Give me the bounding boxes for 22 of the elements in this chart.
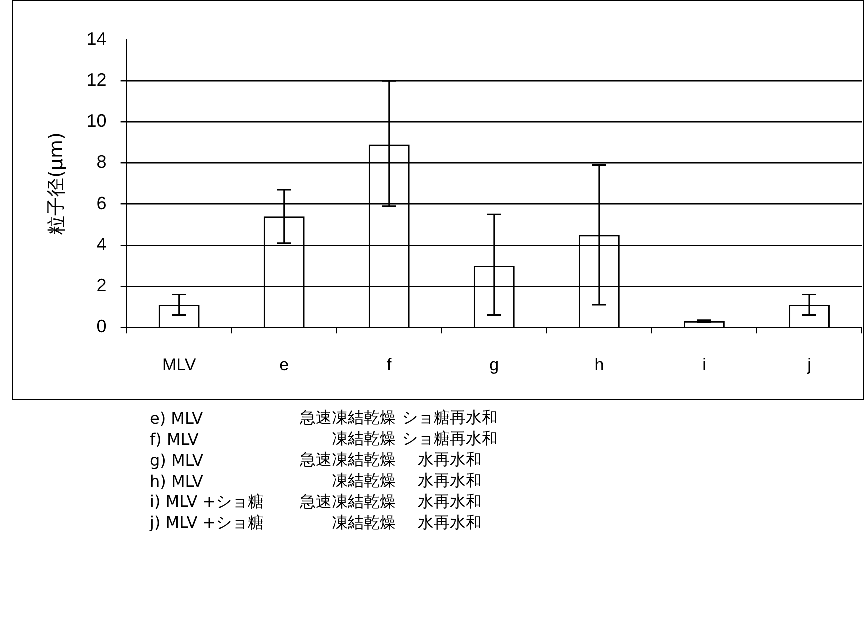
- text: j) MLV +ショ糖 凍結乾燥 水再水和: [150, 513, 482, 532]
- y-tick-label: 10: [86, 111, 107, 132]
- y-tick-label: 14: [86, 28, 107, 49]
- y-axis-title: 粒子径(μm): [45, 132, 68, 236]
- y-tick-label: 12: [86, 70, 107, 90]
- text: f) MLV 凍結乾燥 ショ糖再水和: [150, 429, 498, 449]
- x-tick-label: g: [490, 355, 500, 374]
- text: e) MLV 急速凍結乾燥 ショ糖再水和: [150, 408, 498, 428]
- text: h) MLV 凍結乾燥 水再水和: [150, 471, 482, 491]
- y-tick-label: 8: [96, 152, 107, 172]
- y-tick-label: 6: [96, 193, 107, 214]
- x-tick-label: i: [702, 355, 706, 374]
- x-tick-label: j: [806, 355, 812, 374]
- x-tick-label: e: [280, 355, 290, 374]
- text: i) MLV +ショ糖 急速凍結乾燥 水再水和: [150, 492, 482, 511]
- x-tick-label: MLV: [162, 355, 197, 374]
- x-tick-label: h: [594, 355, 604, 374]
- y-tick-label: 0: [96, 316, 107, 337]
- y-tick-label: 4: [96, 234, 107, 254]
- y-tick-label: 2: [96, 275, 107, 296]
- text: g) MLV 急速凍結乾燥 水再水和: [150, 450, 482, 470]
- x-tick-label: f: [387, 355, 392, 374]
